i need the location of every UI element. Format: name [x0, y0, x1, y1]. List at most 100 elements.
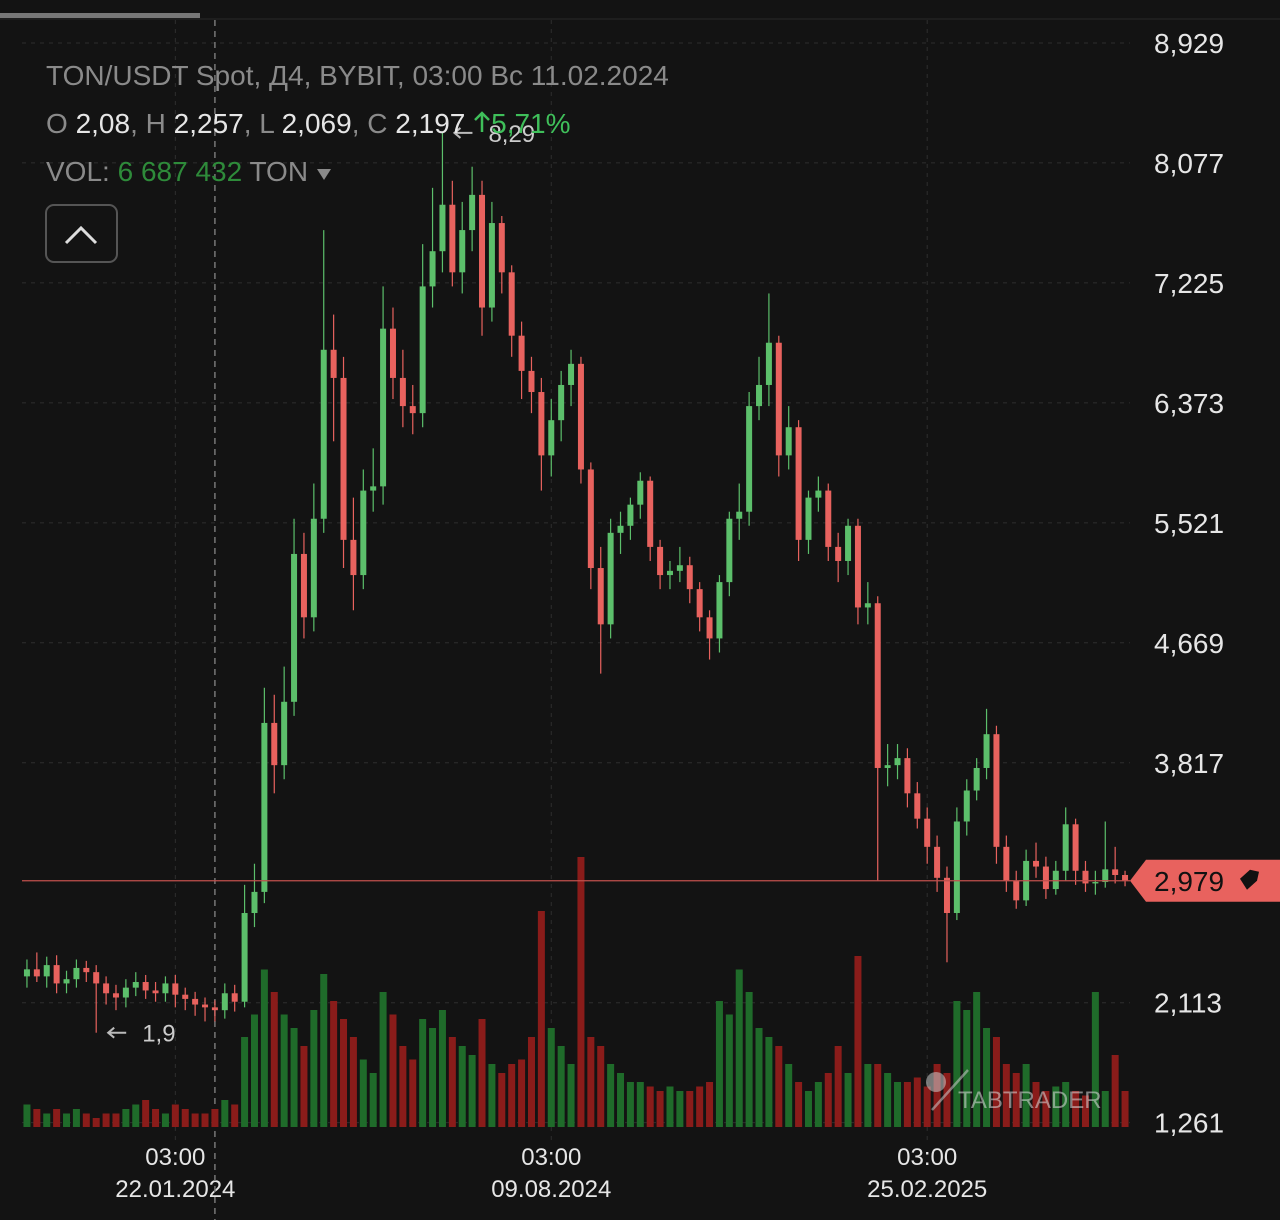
volume-bar: [1012, 1073, 1020, 1127]
volume-bar: [112, 1113, 120, 1127]
y-tick-label: 4,669: [1154, 628, 1224, 659]
volume-bar: [498, 1073, 506, 1127]
volume-bar: [191, 1113, 199, 1127]
candle-body: [63, 979, 70, 984]
candle-body: [548, 420, 555, 456]
candle-body: [330, 349, 337, 378]
volume-bar: [161, 1113, 169, 1127]
candle-body: [973, 767, 980, 791]
candle-body: [469, 194, 476, 231]
volume-bar: [626, 1082, 634, 1127]
candle-body: [785, 427, 792, 456]
candle-body: [558, 384, 565, 421]
candle-body: [380, 328, 387, 487]
ohlc-key: L: [259, 108, 274, 139]
candle-body: [934, 846, 941, 878]
volume-row: VOL: 6 687 432 TON: [46, 148, 669, 196]
candle-body: [132, 982, 139, 988]
candle-body: [607, 532, 614, 625]
candle-body: [1092, 882, 1099, 884]
volume-bar: [43, 1113, 51, 1127]
annotation-label: 8,29: [488, 121, 535, 148]
candle-body: [211, 1007, 218, 1011]
separator: ,: [130, 108, 138, 139]
volume-bar: [983, 1028, 991, 1127]
volume-bar: [320, 974, 328, 1127]
candle-body: [716, 582, 723, 639]
volume-bar: [676, 1091, 684, 1127]
candle-body: [538, 392, 545, 456]
candle-body: [874, 603, 881, 768]
volume-bar: [1042, 1091, 1050, 1127]
volume-bar: [211, 1109, 219, 1127]
separator: ,: [243, 108, 252, 139]
volume-bar: [300, 1046, 308, 1127]
pair-title: TON/USDT Spot, Д4, BYBIT, 03:00 Вс 11.02…: [46, 60, 669, 91]
candle-body: [271, 722, 278, 766]
y-tick-label: 3,817: [1154, 748, 1224, 779]
candle-body: [23, 969, 30, 977]
candle-body: [182, 994, 189, 999]
candle-body: [1033, 860, 1040, 867]
candle-body: [637, 480, 644, 505]
candle-body: [914, 793, 921, 819]
candle-body: [696, 589, 703, 618]
volume-bar: [221, 1100, 229, 1127]
volume-bar: [152, 1109, 160, 1127]
collapse-button[interactable]: [45, 204, 118, 263]
volume-bar: [963, 1010, 971, 1127]
candle-body: [251, 891, 258, 914]
volume-bar: [508, 1064, 516, 1127]
candle-body: [627, 504, 634, 526]
volume-bar: [943, 1073, 951, 1127]
volume-bar: [231, 1104, 239, 1127]
volume-bar: [122, 1109, 130, 1127]
candle-body: [449, 204, 456, 273]
candle-body: [152, 990, 159, 994]
candle-body: [775, 342, 782, 456]
volume-value: 6 687 432: [117, 156, 243, 187]
candle-body: [815, 490, 822, 498]
volume-bar: [1062, 1082, 1070, 1127]
volume-bar: [953, 1001, 961, 1127]
candle-body: [706, 617, 713, 639]
volume-bar: [933, 1064, 941, 1127]
candle-body: [488, 223, 495, 308]
volume-bar: [547, 1028, 555, 1127]
watermark: TABTRADER: [958, 1087, 1102, 1114]
candle-body: [1042, 866, 1049, 890]
candle-body: [43, 965, 50, 977]
candle-body: [389, 328, 396, 378]
candle-body: [172, 983, 179, 995]
candle-body: [884, 765, 891, 768]
candle-body: [617, 525, 624, 533]
candle-body: [736, 511, 743, 519]
dropdown-icon[interactable]: [316, 167, 332, 181]
candle-body: [904, 758, 911, 794]
watermark-logo: [926, 1072, 946, 1092]
volume-bar: [804, 1091, 812, 1127]
volume-bar: [913, 1077, 921, 1127]
watermark-group: TABTRADER: [926, 1069, 1102, 1114]
volume-bar: [577, 857, 585, 1127]
candle-body: [192, 998, 199, 1005]
volume-bar: [369, 1073, 377, 1127]
volume-bar: [824, 1073, 832, 1127]
x-tick-time: 03:00: [145, 1144, 205, 1171]
volume-bar: [1002, 1064, 1010, 1127]
volume-bar: [795, 1082, 803, 1127]
volume-bar: [33, 1109, 41, 1127]
volume-bar: [607, 1064, 615, 1127]
volume-bar: [537, 911, 545, 1127]
volume-bar: [280, 1014, 288, 1127]
candle-body: [528, 370, 535, 393]
volume-bar: [686, 1091, 694, 1127]
candle-body: [370, 486, 377, 491]
candle-body: [221, 993, 228, 1011]
candle-body: [291, 553, 298, 702]
candle-body: [647, 480, 654, 547]
chevron-up: [64, 225, 98, 245]
candle-body: [835, 546, 842, 561]
volume-bar: [894, 1082, 902, 1127]
plot: 8,929 8,077 7,225 6,373 5,521 4,669 3,817 2,113…: [22, 20, 1280, 1220]
